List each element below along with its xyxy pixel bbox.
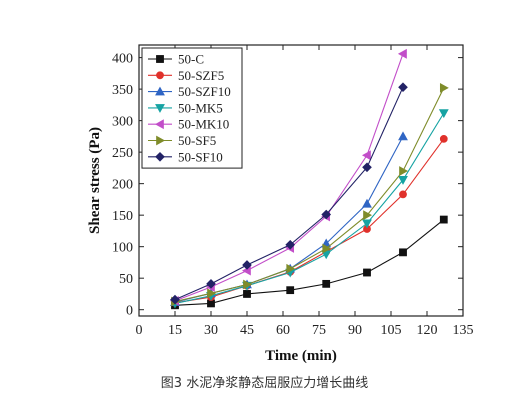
data-point xyxy=(397,48,407,59)
data-point xyxy=(362,162,372,173)
legend-marker xyxy=(155,104,165,113)
series-50-sf5 xyxy=(171,82,449,307)
y-tick-label: 0 xyxy=(126,304,133,319)
x-tick-label: 135 xyxy=(453,323,474,338)
legend-label: 50-SZF5 xyxy=(178,68,224,83)
x-tick-label: 90 xyxy=(348,323,362,338)
series-line xyxy=(174,219,445,306)
data-point xyxy=(399,190,407,199)
series-line xyxy=(174,87,445,303)
data-point xyxy=(207,288,217,299)
data-point xyxy=(398,82,408,93)
data-point xyxy=(399,166,409,176)
legend-item: 50-SF10 xyxy=(148,149,223,164)
legend-label: 50-SZF10 xyxy=(178,84,231,99)
legend-item: 50-SZF5 xyxy=(148,68,224,83)
y-tick-label: 350 xyxy=(112,83,133,98)
legend-label: 50-MK10 xyxy=(178,117,229,132)
legend-label: 50-SF10 xyxy=(178,149,223,164)
y-tick-label: 300 xyxy=(112,115,133,130)
data-point xyxy=(286,286,295,295)
data-point xyxy=(363,210,373,221)
legend-label: 50-MK5 xyxy=(178,100,223,115)
series-line xyxy=(174,138,445,304)
data-point xyxy=(206,279,216,289)
legend-label: 50-SF5 xyxy=(178,133,216,148)
data-point xyxy=(439,135,448,143)
legend-marker xyxy=(154,119,164,130)
data-point xyxy=(439,215,448,224)
y-tick-label: 250 xyxy=(112,146,133,161)
data-point xyxy=(438,109,449,119)
y-tick-label: 400 xyxy=(112,52,133,67)
data-point xyxy=(399,248,407,257)
x-tick-label: 15 xyxy=(168,323,182,338)
x-tick-label: 105 xyxy=(381,323,402,338)
plot-frame xyxy=(138,44,464,317)
series-50-sf10 xyxy=(170,82,408,305)
x-tick-label: 30 xyxy=(204,323,218,338)
data-point xyxy=(170,294,180,305)
data-point xyxy=(361,150,371,161)
data-point xyxy=(362,198,372,208)
data-point xyxy=(322,243,332,254)
x-tick-label: 45 xyxy=(240,323,254,338)
data-point xyxy=(321,209,332,220)
x-tick-label: 0 xyxy=(136,323,143,338)
y-tick-label: 50 xyxy=(119,272,133,287)
x-axis-title: Time (min) xyxy=(265,348,337,364)
data-point xyxy=(242,260,252,270)
y-axis-title: Shear stress (Pa) xyxy=(87,127,103,234)
y-tick-label: 150 xyxy=(112,209,133,224)
legend-item: 50-C xyxy=(148,52,204,67)
data-point xyxy=(286,263,296,274)
data-point xyxy=(363,268,371,277)
data-point xyxy=(243,290,251,298)
series-50-c xyxy=(171,215,448,310)
legend-item: 50-SF5 xyxy=(148,133,216,148)
legend-marker xyxy=(155,86,165,96)
legend-label: 50-C xyxy=(178,52,204,67)
data-point xyxy=(243,279,253,290)
data-point xyxy=(439,82,449,93)
data-point xyxy=(322,279,331,288)
legend-item: 50-MK5 xyxy=(148,100,223,115)
data-point xyxy=(398,131,408,141)
legend-item: 50-MK10 xyxy=(148,117,229,132)
shear-stress-chart: 0 15 30 45 60 75 90 105 120 135 0 50 100 150 200 250 300… xyxy=(87,44,474,364)
legend-item: 50-SZF10 xyxy=(148,84,231,99)
legend-marker xyxy=(155,151,165,162)
data-point xyxy=(398,176,408,185)
x-tick-label: 60 xyxy=(276,323,290,338)
legend-marker xyxy=(156,71,164,80)
data-point xyxy=(362,219,372,229)
y-tick-label: 200 xyxy=(112,178,133,193)
figure-caption: 图3 水泥净浆静态屈服应力增长曲线 xyxy=(160,376,369,391)
data-point xyxy=(285,239,296,250)
series-line xyxy=(174,112,445,304)
x-tick-label: 75 xyxy=(312,323,326,338)
y-tick-label: 100 xyxy=(112,241,133,256)
legend-marker xyxy=(156,135,166,146)
x-tick-label: 120 xyxy=(417,323,438,338)
legend-marker xyxy=(156,55,164,63)
